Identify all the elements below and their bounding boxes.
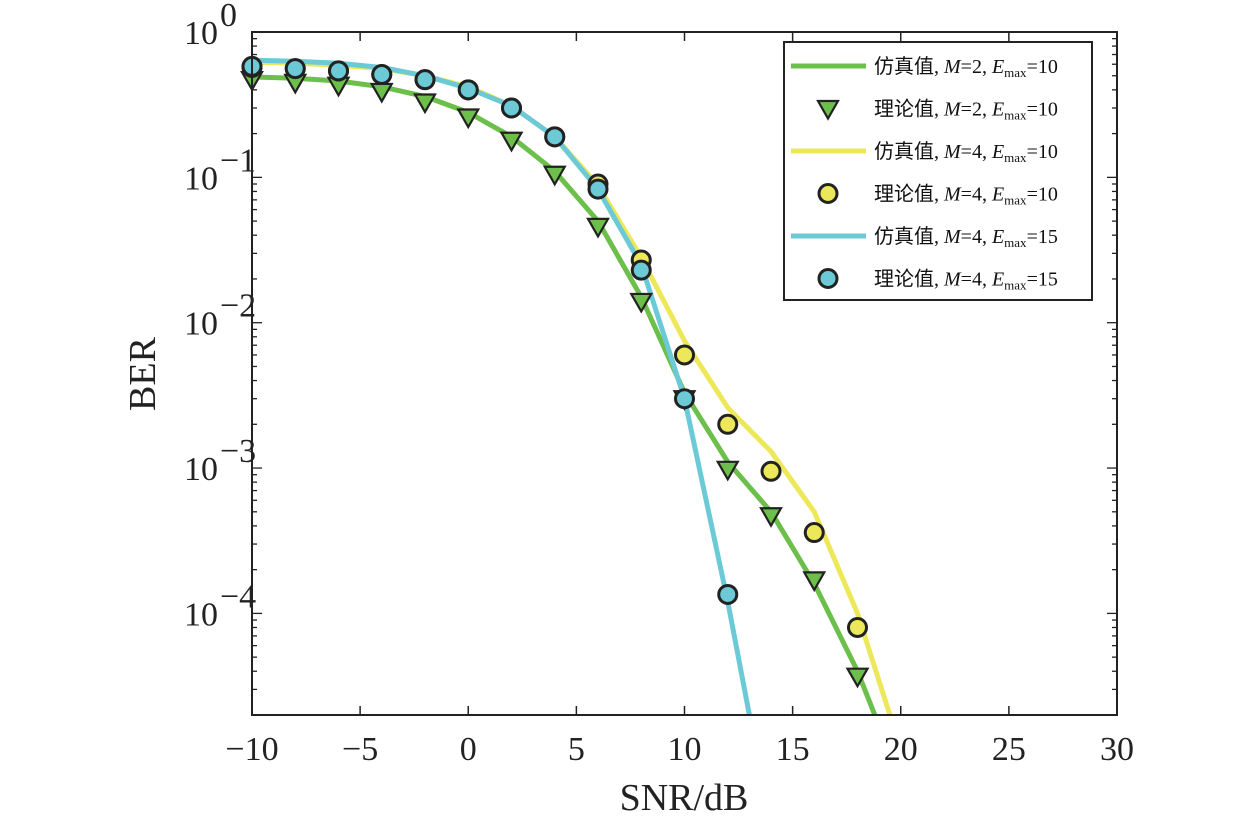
- legend-label: 仿真值, M=4, Emax=15: [874, 225, 1058, 250]
- circle-marker: [847, 616, 868, 638]
- x-tick-label: 10: [668, 731, 702, 768]
- circle-marker: [717, 413, 739, 435]
- legend-triangle-swatch: [816, 99, 840, 121]
- triangle-marker: [413, 93, 437, 115]
- legend-label: 仿真值, M=2, Emax=10: [874, 55, 1058, 80]
- x-tick-label: 0: [460, 731, 477, 768]
- x-tick-label: 25: [992, 731, 1026, 768]
- y-tick-label: 10 0: [184, 0, 237, 52]
- y-tick-label: 10 −3: [184, 433, 256, 488]
- triangle-marker: [456, 108, 481, 130]
- circle-marker: [674, 388, 695, 410]
- y-tick-label: 10 −1: [184, 142, 256, 197]
- circle-marker: [501, 97, 522, 119]
- y-tick-base: 10: [184, 306, 218, 343]
- circle-marker: [371, 64, 393, 86]
- legend-circle-swatch: [817, 183, 839, 204]
- circle-marker: [803, 522, 825, 544]
- y-tick-exponent: −1: [220, 142, 256, 179]
- y-tick-exponent: −4: [220, 578, 256, 615]
- x-tick-label: 30: [1100, 731, 1134, 768]
- series-line-0: [252, 74, 878, 715]
- circle-marker: [717, 583, 739, 605]
- circle-marker: [284, 58, 306, 80]
- circle-marker: [587, 178, 609, 200]
- triangle-marker: [542, 165, 567, 187]
- legend-circle-swatch: [817, 268, 839, 289]
- triangle-marker: [499, 131, 524, 153]
- legend-label: 理论值, M=2, Emax=10: [874, 98, 1058, 123]
- x-tick-label: 20: [884, 731, 918, 768]
- x-tick-label: −10: [225, 731, 278, 768]
- y-tick-base: 10: [184, 596, 218, 633]
- series-markers: [240, 55, 870, 689]
- triangle-marker: [759, 507, 783, 528]
- triangle-marker: [715, 460, 740, 482]
- legend-label: 仿真值, M=4, Emax=10: [874, 140, 1058, 165]
- x-tick-labels: −10 −5 0 5 10 15 20 25 30: [225, 731, 1134, 768]
- y-tick-exponent: 0: [220, 0, 237, 34]
- triangle-marker: [845, 667, 870, 689]
- circle-marker: [457, 79, 479, 101]
- legend-label: 理论值, M=4, Emax=10: [874, 183, 1058, 208]
- circle-marker: [328, 60, 349, 82]
- y-tick-base: 10: [184, 15, 218, 52]
- y-tick-exponent: −3: [220, 433, 256, 470]
- legend-box: [783, 41, 1093, 301]
- legend-label: 理论值, M=4, Emax=15: [874, 268, 1058, 293]
- circle-marker: [760, 460, 782, 482]
- triangle-marker: [802, 571, 827, 593]
- circle-marker: [674, 344, 695, 366]
- x-tick-label: −5: [342, 731, 378, 768]
- y-tick-label: 10 −2: [184, 288, 256, 343]
- y-tick-label: 10 −4: [184, 578, 256, 633]
- x-tick-label: 5: [568, 731, 585, 768]
- circle-marker: [544, 126, 566, 148]
- x-tick-label: 15: [776, 731, 810, 768]
- triangle-marker: [629, 292, 654, 314]
- y-tick-base: 10: [184, 160, 218, 197]
- circle-marker: [414, 69, 436, 91]
- plot-area-frame: [251, 31, 1118, 716]
- legend: 仿真值, M=2, Emax=10 理论值, M=2, Emax=10 仿真值, M…: [783, 41, 1093, 301]
- y-tick-base: 10: [184, 451, 218, 488]
- triangle-marker: [586, 217, 610, 239]
- circle-marker: [630, 259, 652, 281]
- y-axis-title: BER: [122, 336, 164, 411]
- x-axis-title: SNR/dB: [620, 777, 749, 819]
- y-tick-exponent: −2: [220, 288, 256, 325]
